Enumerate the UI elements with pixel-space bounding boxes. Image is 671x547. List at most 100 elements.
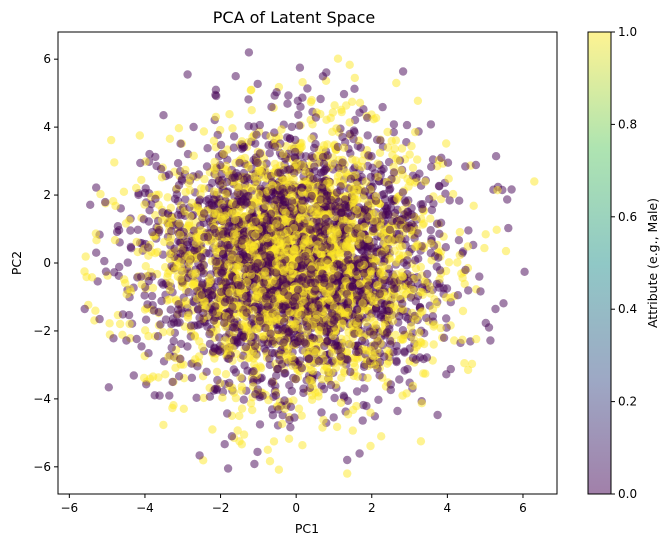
data-point (159, 111, 168, 120)
data-point (229, 336, 239, 345)
data-point (351, 156, 360, 165)
data-point (378, 102, 387, 112)
data-point (221, 370, 231, 379)
data-point (359, 194, 368, 203)
data-point (140, 291, 149, 300)
data-point (249, 375, 258, 385)
data-point (184, 219, 194, 228)
data-point (147, 291, 157, 301)
data-point (120, 275, 129, 284)
data-point (231, 72, 240, 81)
data-point (166, 327, 175, 336)
data-point (261, 294, 270, 303)
data-point (278, 419, 287, 429)
data-point (168, 403, 177, 413)
data-point (235, 437, 244, 446)
data-point (264, 396, 273, 405)
data-point (96, 189, 105, 199)
data-point (390, 284, 399, 293)
data-point (224, 354, 234, 363)
data-point (217, 268, 226, 277)
data-point (276, 192, 285, 202)
data-point (212, 257, 221, 266)
data-point (195, 320, 205, 329)
data-point (356, 143, 365, 152)
data-point (173, 159, 183, 168)
data-point (312, 210, 321, 219)
data-point (311, 285, 320, 294)
data-point (291, 374, 300, 384)
data-point (285, 263, 295, 272)
data-point (289, 174, 298, 184)
data-point (272, 371, 281, 380)
data-point (403, 174, 412, 184)
data-point (439, 333, 449, 342)
data-point (421, 177, 430, 186)
data-point (113, 222, 123, 231)
data-point (280, 369, 289, 378)
data-point (163, 269, 173, 278)
data-point (377, 299, 386, 308)
data-point (109, 334, 118, 343)
data-point (257, 338, 267, 347)
data-point (444, 258, 454, 267)
data-point (328, 349, 337, 358)
data-point (395, 312, 404, 321)
data-point (145, 206, 154, 215)
data-point (340, 195, 350, 204)
data-point (426, 248, 436, 258)
data-point (357, 336, 367, 345)
data-point (381, 195, 390, 204)
data-point (228, 124, 237, 133)
data-point (137, 175, 146, 185)
data-point (229, 132, 239, 141)
data-point (389, 168, 399, 177)
data-point (254, 189, 263, 199)
data-point (247, 106, 256, 115)
data-point (426, 226, 435, 235)
data-point (358, 416, 367, 425)
data-point (328, 127, 337, 136)
data-point (435, 266, 445, 275)
data-point (222, 177, 231, 187)
data-point (327, 160, 337, 169)
data-point (445, 196, 454, 205)
data-point (318, 423, 327, 432)
data-point (346, 367, 355, 377)
data-point (81, 252, 90, 261)
data-point (467, 359, 477, 369)
data-point (346, 339, 355, 349)
data-point (492, 225, 501, 234)
data-point (422, 313, 431, 323)
data-point (408, 285, 417, 295)
data-point (107, 135, 116, 145)
data-point (283, 99, 292, 108)
data-point (229, 236, 239, 245)
data-point (385, 225, 395, 234)
data-point (298, 196, 307, 205)
data-point (206, 287, 215, 296)
data-point (255, 149, 265, 158)
data-point (397, 144, 407, 153)
data-point (333, 54, 343, 63)
data-point (307, 95, 316, 105)
data-point (303, 322, 312, 331)
data-point (287, 352, 296, 361)
data-point (291, 135, 300, 145)
data-point (190, 332, 200, 341)
data-point (161, 263, 170, 272)
data-point (91, 229, 101, 238)
data-point (202, 367, 211, 376)
data-point (307, 265, 316, 274)
data-point (417, 338, 426, 347)
data-point (181, 187, 190, 197)
data-point (159, 420, 168, 430)
data-point (349, 134, 358, 144)
data-point (281, 208, 290, 218)
data-point (413, 240, 422, 249)
data-point (167, 226, 176, 236)
data-point (355, 449, 364, 458)
data-point (287, 197, 297, 206)
data-point (366, 292, 376, 302)
data-point (326, 287, 336, 296)
